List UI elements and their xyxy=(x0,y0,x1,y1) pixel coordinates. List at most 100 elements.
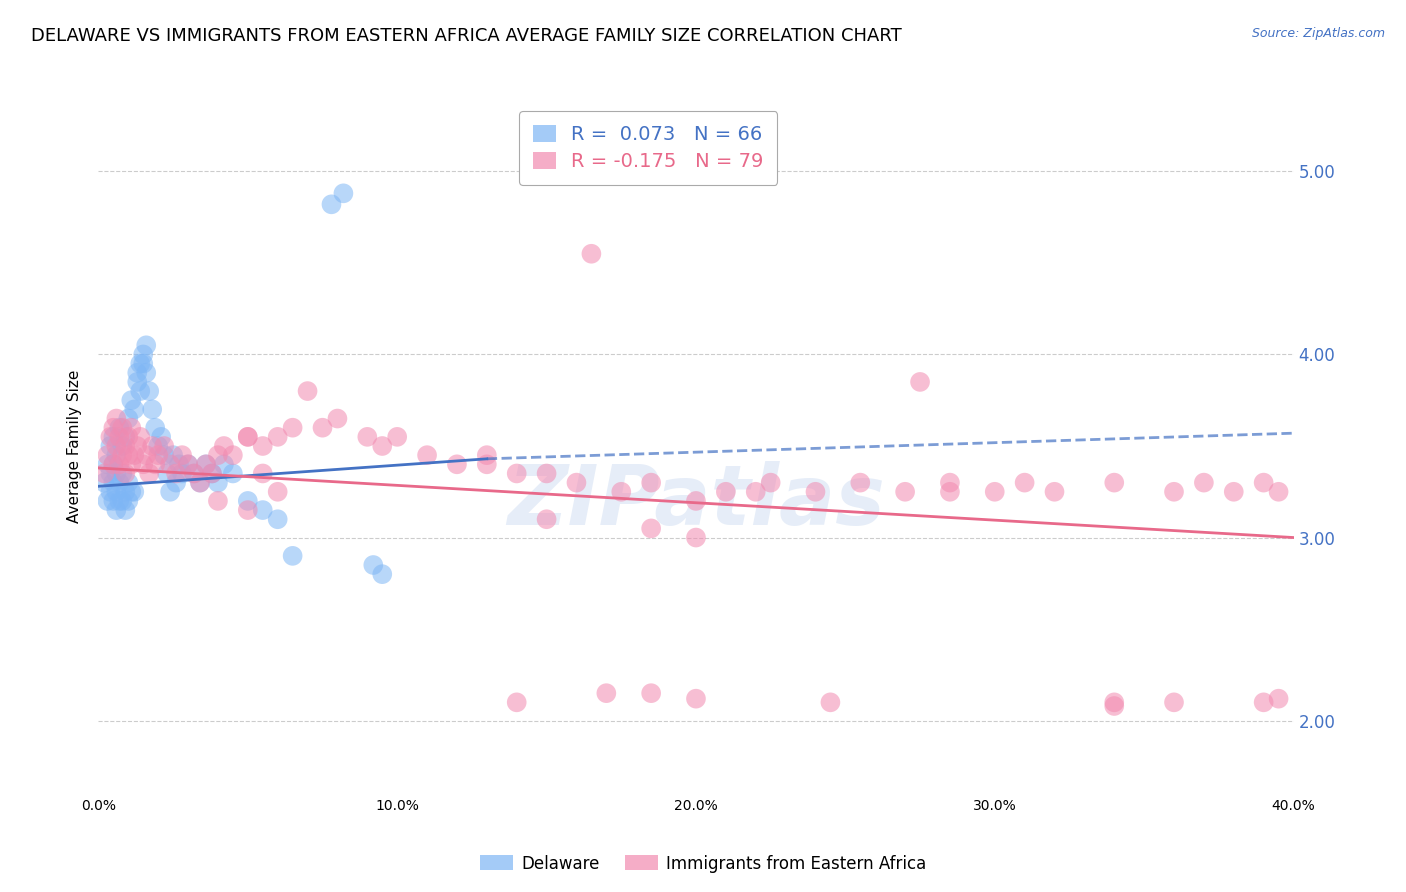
Point xyxy=(236,494,259,508)
Point xyxy=(640,686,662,700)
Point xyxy=(1223,484,1246,499)
Point xyxy=(183,467,205,481)
Point xyxy=(1163,695,1185,709)
Text: ZIPatlas: ZIPatlas xyxy=(508,461,884,542)
Point xyxy=(1043,484,1066,499)
Point xyxy=(446,458,468,472)
Point xyxy=(111,494,134,508)
Point xyxy=(332,186,354,201)
Point xyxy=(165,475,187,490)
Point xyxy=(195,458,218,472)
Point xyxy=(117,430,139,444)
Point xyxy=(148,448,170,462)
Point xyxy=(111,467,134,481)
Point xyxy=(127,375,149,389)
Point xyxy=(141,402,163,417)
Point xyxy=(267,512,290,526)
Point xyxy=(93,475,115,490)
Point xyxy=(148,439,170,453)
Point xyxy=(129,357,152,371)
Point xyxy=(108,420,131,434)
Point xyxy=(103,494,125,508)
Point xyxy=(714,484,737,499)
Point xyxy=(177,458,200,472)
Point xyxy=(135,448,157,462)
Point xyxy=(105,411,128,425)
Point xyxy=(96,448,118,462)
Point xyxy=(127,366,149,380)
Point xyxy=(212,439,235,453)
Point xyxy=(565,475,588,490)
Point xyxy=(236,503,259,517)
Point xyxy=(640,475,662,490)
Point xyxy=(124,484,146,499)
Point xyxy=(356,430,378,444)
Point xyxy=(103,430,125,444)
Point xyxy=(111,448,134,462)
Point xyxy=(207,475,229,490)
Point xyxy=(117,411,139,425)
Point xyxy=(143,458,166,472)
Point xyxy=(159,458,181,472)
Point xyxy=(1163,484,1185,499)
Point xyxy=(267,430,290,444)
Legend: Delaware, Immigrants from Eastern Africa: Delaware, Immigrants from Eastern Africa xyxy=(472,848,934,880)
Text: DELAWARE VS IMMIGRANTS FROM EASTERN AFRICA AVERAGE FAMILY SIZE CORRELATION CHART: DELAWARE VS IMMIGRANTS FROM EASTERN AFRI… xyxy=(31,27,901,45)
Point xyxy=(103,475,125,490)
Point xyxy=(939,484,962,499)
Point xyxy=(117,494,139,508)
Point xyxy=(475,458,498,472)
Point xyxy=(908,375,931,389)
Point xyxy=(685,531,707,545)
Point xyxy=(156,467,179,481)
Point xyxy=(536,512,558,526)
Point xyxy=(114,430,136,444)
Point xyxy=(129,430,152,444)
Point xyxy=(132,347,155,361)
Point xyxy=(416,448,439,462)
Point xyxy=(1253,475,1275,490)
Point xyxy=(172,448,194,462)
Point xyxy=(1014,475,1036,490)
Point xyxy=(105,484,128,499)
Point xyxy=(105,448,128,462)
Point xyxy=(222,448,245,462)
Point xyxy=(252,503,274,517)
Point xyxy=(108,475,131,490)
Point xyxy=(132,357,155,371)
Point xyxy=(114,503,136,517)
Point xyxy=(820,695,842,709)
Point xyxy=(111,420,134,434)
Point xyxy=(103,458,125,472)
Point xyxy=(207,448,229,462)
Point xyxy=(849,475,872,490)
Point xyxy=(172,467,194,481)
Y-axis label: Average Family Size: Average Family Size xyxy=(67,369,83,523)
Point xyxy=(105,467,128,481)
Point xyxy=(297,384,319,398)
Point xyxy=(135,338,157,352)
Point xyxy=(267,484,290,499)
Point xyxy=(188,475,211,490)
Point xyxy=(506,467,529,481)
Point xyxy=(120,484,142,499)
Point xyxy=(207,494,229,508)
Point xyxy=(281,549,304,563)
Point xyxy=(98,484,122,499)
Point xyxy=(117,448,139,462)
Point xyxy=(685,691,707,706)
Point xyxy=(371,567,394,582)
Point xyxy=(120,420,142,434)
Point xyxy=(138,384,160,398)
Point xyxy=(120,458,142,472)
Point xyxy=(114,467,136,481)
Point xyxy=(167,458,190,472)
Point xyxy=(201,467,224,481)
Point xyxy=(195,458,218,472)
Point xyxy=(252,439,274,453)
Point xyxy=(610,484,633,499)
Point xyxy=(162,448,184,462)
Point xyxy=(96,458,118,472)
Point xyxy=(281,420,304,434)
Point xyxy=(311,420,333,434)
